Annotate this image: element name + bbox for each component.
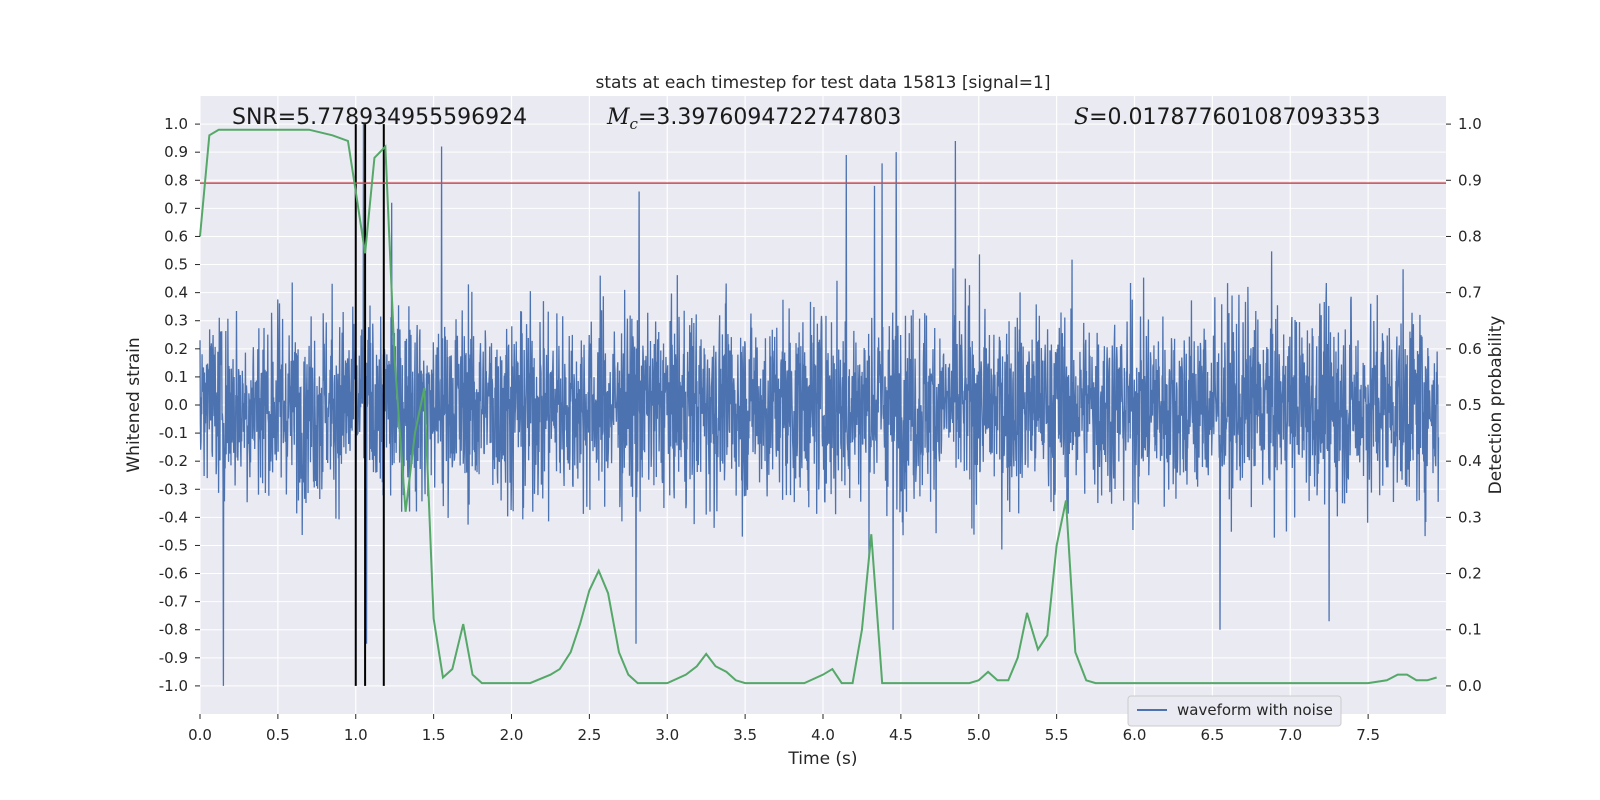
chirp-mass-value: =3.3976094722747803 <box>638 105 901 130</box>
s-annotation: S=0.017877601087093353 <box>1074 105 1380 130</box>
y-right-tick-label: 0.7 <box>1458 284 1482 302</box>
y-tick-label: 0.2 <box>164 340 188 358</box>
y-right-tick-label: 0.8 <box>1458 227 1482 245</box>
y-tick-label: -0.9 <box>159 649 188 667</box>
chart-title: stats at each timestep for test data 158… <box>596 73 1051 93</box>
x-tick-label: 1.0 <box>344 726 368 744</box>
x-tick-label: 2.5 <box>577 726 601 744</box>
y-tick-label: 0.7 <box>164 199 188 217</box>
y-tick-label: 0.1 <box>164 368 188 386</box>
y-tick-label: -0.2 <box>159 452 188 470</box>
y-axis-right-ticks: 1.0 0.9 0.8 0.7 0.6 0.5 0.4 0.3 0.2 0.1 0.0 <box>1446 115 1482 695</box>
strain-trace <box>199 124 1440 686</box>
y-tick-label: 0.9 <box>164 143 188 161</box>
y-tick-label: -0.5 <box>159 536 188 554</box>
x-tick-label: 0.5 <box>266 726 290 744</box>
y-tick-label: 1.0 <box>164 115 188 133</box>
y-tick-label: -0.4 <box>159 508 188 526</box>
x-tick-label: 5.5 <box>1045 726 1069 744</box>
y-right-tick-label: 1.0 <box>1458 115 1482 133</box>
x-tick-label: 7.0 <box>1278 726 1302 744</box>
y-tick-label: 0.4 <box>164 284 188 302</box>
event-marker-lines <box>354 124 385 686</box>
snr-annotation: SNR=5.778934955596924 <box>232 105 527 130</box>
y-tick-label: 0.0 <box>164 396 188 414</box>
s-value: =0.017877601087093353 <box>1089 105 1380 130</box>
x-axis-ticks: 0.0 0.5 1.0 1.5 2.0 2.5 3.0 3.5 4.0 4.5 5.0 5.5 6.0 6… <box>188 714 1380 744</box>
y-right-tick-label: 0.9 <box>1458 171 1482 189</box>
x-tick-label: 0.0 <box>188 726 212 744</box>
legend: waveform with noise <box>1127 695 1342 727</box>
detection-probability-line <box>199 128 1437 685</box>
x-tick-label: 2.0 <box>500 726 524 744</box>
y-tick-label: -1.0 <box>159 677 188 695</box>
y-tick-label: 0.6 <box>164 227 188 245</box>
legend-box <box>1127 695 1342 727</box>
y-right-tick-label: 0.1 <box>1458 621 1482 639</box>
x-tick-label: 6.5 <box>1200 726 1224 744</box>
chirp-mass-annotation: Mc=3.3976094722747803 <box>606 105 901 133</box>
y-right-tick-label: 0.2 <box>1458 565 1482 583</box>
y-tick-label: 0.8 <box>164 171 188 189</box>
y-tick-label: -0.7 <box>159 593 188 611</box>
y-axis-right-label: Detection probability <box>1486 316 1506 495</box>
y-axis-label: Whitened strain <box>124 337 144 472</box>
y-right-tick-label: 0.4 <box>1458 452 1482 470</box>
legend-label: waveform with noise <box>1177 701 1333 719</box>
x-tick-label: 6.0 <box>1123 726 1147 744</box>
y-tick-label: 0.5 <box>164 256 188 274</box>
x-tick-label: 3.5 <box>733 726 757 744</box>
x-tick-label: 7.5 <box>1356 726 1380 744</box>
y-right-tick-label: 0.0 <box>1458 677 1482 695</box>
x-axis-label: Time (s) <box>787 749 857 769</box>
x-tick-label: 5.0 <box>967 726 991 744</box>
chirp-mass-subscript: c <box>630 115 639 133</box>
x-tick-label: 4.0 <box>811 726 835 744</box>
x-tick-label: 3.0 <box>655 726 679 744</box>
s-symbol: S <box>1074 105 1089 130</box>
y-tick-label: 0.3 <box>164 312 188 330</box>
y-right-tick-label: 0.3 <box>1458 508 1482 526</box>
x-tick-label: 1.5 <box>422 726 446 744</box>
x-tick-label: 4.5 <box>889 726 913 744</box>
y-right-tick-label: 0.6 <box>1458 340 1482 358</box>
y-tick-label: -0.3 <box>159 480 188 498</box>
y-right-tick-label: 0.5 <box>1458 396 1482 414</box>
y-tick-label: -0.8 <box>159 621 188 639</box>
y-tick-label: -0.6 <box>159 565 188 583</box>
y-tick-label: -0.1 <box>159 424 188 442</box>
y-axis-left-ticks: 1.0 0.9 0.8 0.7 0.6 0.5 0.4 0.3 0.2 0.1 0.0 -0.1 -0.… <box>159 115 200 695</box>
chirp-mass-symbol: M <box>606 105 630 130</box>
strain-series <box>199 124 1440 686</box>
